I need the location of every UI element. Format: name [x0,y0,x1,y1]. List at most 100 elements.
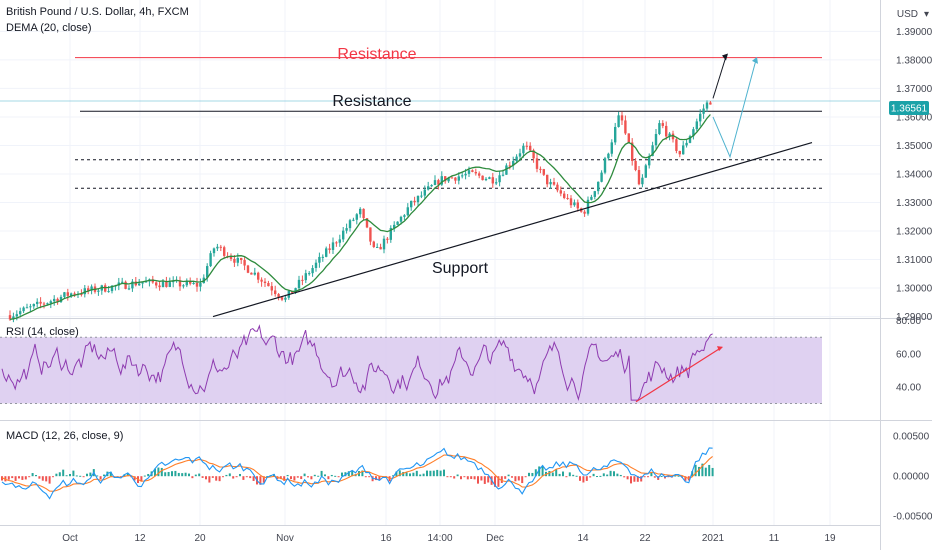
macd-histogram-bar [99,476,102,480]
candle-body [308,273,311,275]
macd-histogram-bar [694,464,697,477]
macd-histogram-bar [167,471,170,477]
macd-histogram-bar [303,473,306,477]
rsi-pane[interactable] [0,324,822,404]
macd-histogram-bar [194,474,197,477]
candle-body [437,180,440,185]
macd-histogram-bar [205,476,207,480]
candle-body [651,145,654,157]
macd-histogram-bar [327,476,330,480]
candle-body [549,182,552,185]
x-tick-label: 16 [380,533,392,544]
macd-histogram-bar [677,475,680,477]
price-tick-label: 1.38000 [896,55,932,66]
macd-histogram-bar [422,473,425,477]
macd-histogram-bar [79,475,82,477]
macd-histogram-bar [704,467,707,477]
macd-histogram-bar [582,476,585,483]
candle-body [620,115,624,121]
candle-body [63,292,66,297]
candle-body [495,182,498,184]
macd-histogram-bar [310,476,313,480]
symbol-title: British Pound / U.S. Dollar, 4h, FXCM [6,6,189,18]
macd-histogram-bar [412,472,415,477]
macd-histogram-bar [228,473,231,477]
macd-histogram-bar [52,476,54,478]
y-axis-macd[interactable]: 0.00500 0.00000 -0.00500 [893,432,932,523]
macd-histogram-bar [647,476,649,478]
macd-histogram-bar [551,472,554,477]
candle-body [607,153,610,159]
candle-body [270,286,273,291]
candle-body [617,115,620,127]
x-tick-label: 14 [577,533,589,544]
macd-histogram-bar [235,476,238,478]
macd-histogram-bar [300,476,303,480]
candle-body [277,294,280,298]
macd-histogram-bar [392,475,394,477]
macd-histogram-bar [487,476,490,483]
macd-histogram-bar [616,473,619,477]
macd-histogram-bar [31,473,34,477]
macd-histogram-bar [334,475,337,477]
candle-body [542,169,545,175]
candle-body [566,197,569,199]
macd-histogram-bar [184,472,187,477]
price-pane[interactable] [0,53,880,323]
macd-legend: MACD (12, 26, close, 9) [6,430,124,442]
macd-pane[interactable] [1,447,714,500]
macd-histogram-bar [579,476,581,481]
candle-body [348,220,352,229]
macd-histogram-bar [14,476,17,481]
macd-histogram-bar [636,476,639,482]
chevron-down-icon[interactable]: ▾ [924,9,929,20]
candle-body [481,175,484,181]
price-tick-label: 1.29000 [896,312,932,323]
candle-body [338,239,341,243]
macd-histogram-bar [432,470,435,477]
y-axis-rsi[interactable]: 80.00 60.00 40.00 [896,316,921,393]
macd-histogram-bar [378,476,381,481]
candle-body [583,211,586,214]
x-axis[interactable]: Oct 12 20 Nov 16 14:00 Dec 14 22 2021 11 19 [62,533,836,544]
macd-histogram-bar [177,472,180,477]
macd-histogram-bar [75,475,78,477]
macd-histogram-bar [82,476,85,478]
candle-body [219,246,222,248]
macd-tick-label: 0.00500 [893,432,930,443]
macd-histogram-bar [147,473,150,477]
macd-histogram-bar [398,470,401,477]
candle-body [325,248,328,257]
currency-label: USD [897,9,918,20]
price-tick-label: 1.31000 [896,255,932,266]
macd-histogram-bar [279,476,282,480]
macd-histogram-bar [154,468,156,477]
y-axis-price[interactable]: 1.39000 1.38000 1.37000 1.36000 1.35000 1.340… [896,27,932,323]
macd-histogram-bar [62,469,65,477]
candle-body [641,177,644,185]
support-trendline [212,142,813,318]
macd-histogram-bar [562,471,564,477]
candle-body [209,253,212,267]
dema-legend: DEMA (20, close) [6,22,92,34]
macd-histogram-bar [218,476,221,482]
candle-body [342,230,345,240]
macd-histogram-bar [1,476,3,481]
candle-body [19,311,22,315]
candle-body [365,218,369,228]
macd-histogram-bar [296,476,299,478]
macd-histogram-bar [242,476,245,480]
macd-histogram-bar [266,476,269,478]
candle-body [12,316,15,320]
candle-body [151,279,154,283]
price-tick-label: 1.32000 [896,227,932,238]
candle-body [563,193,566,198]
candle-body [406,207,409,216]
candle-body [267,283,270,287]
price-badge-text: 1.36561 [891,104,928,115]
candle-body [311,268,314,274]
candle-body [457,176,460,181]
macd-histogram-bar [548,470,551,477]
macd-histogram-bar [426,470,428,477]
